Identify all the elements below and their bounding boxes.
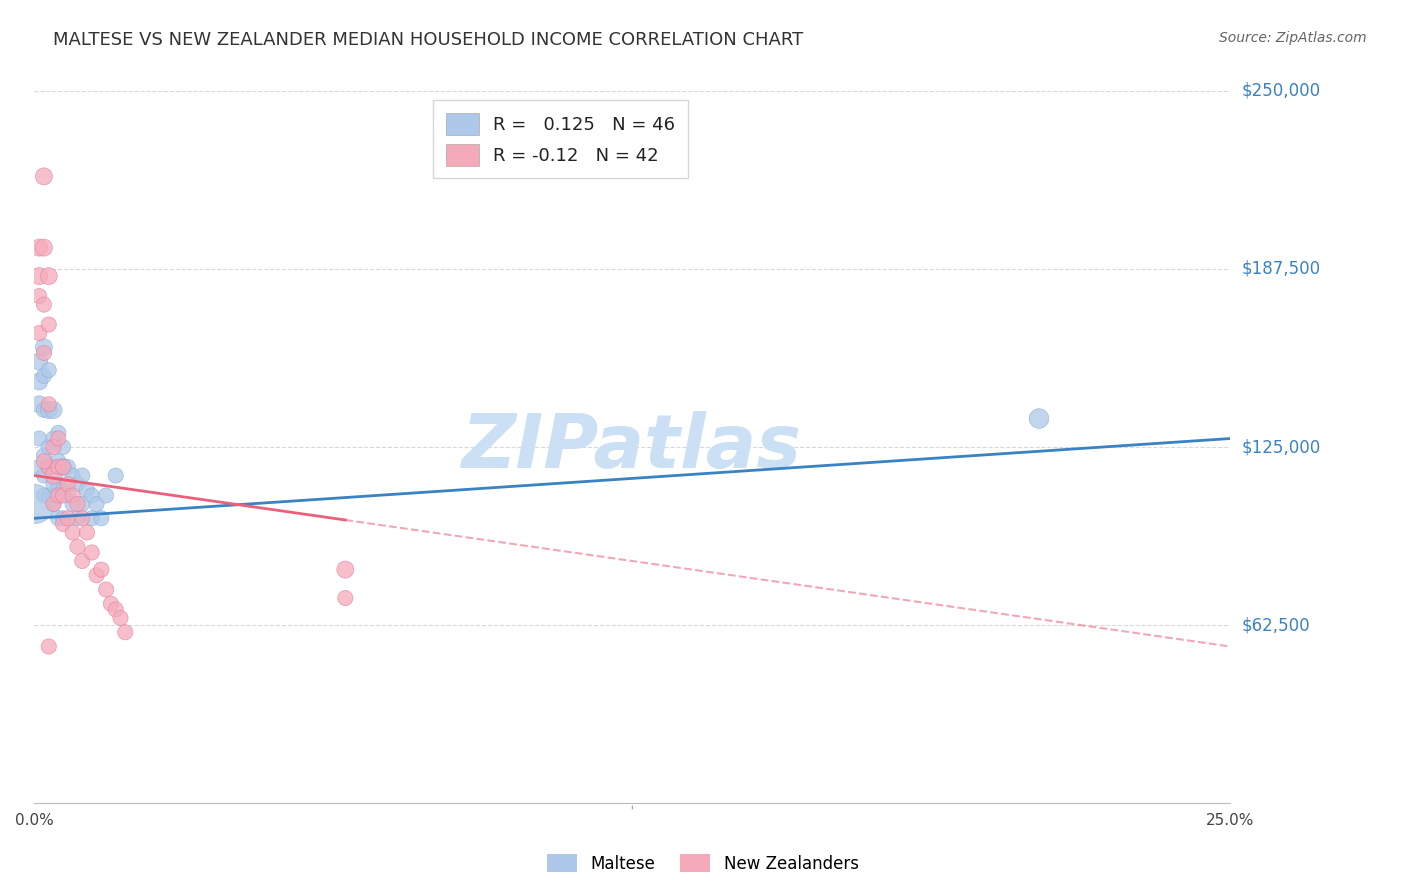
- Point: [28, 269, 51, 284]
- Point: [104, 602, 127, 616]
- Point: [38, 397, 60, 411]
- Point: [42, 460, 65, 475]
- Point: [38, 488, 60, 502]
- Point: [52, 488, 75, 502]
- Point: [28, 289, 51, 303]
- Point: [80, 488, 103, 502]
- Point: [56, 511, 79, 525]
- Point: [28, 375, 51, 389]
- Point: [70, 497, 93, 511]
- Point: [86, 497, 108, 511]
- Point: [38, 440, 60, 454]
- Point: [38, 318, 60, 332]
- Point: [62, 497, 84, 511]
- Point: [28, 354, 51, 368]
- Point: [46, 432, 69, 446]
- Point: [80, 545, 103, 559]
- Point: [80, 511, 103, 525]
- Point: [38, 403, 60, 417]
- Point: [46, 477, 69, 491]
- Point: [70, 468, 93, 483]
- Point: [335, 591, 357, 605]
- Point: [76, 525, 98, 540]
- Point: [52, 460, 75, 475]
- Point: [46, 454, 69, 468]
- Point: [86, 568, 108, 582]
- Point: [32, 449, 55, 463]
- Point: [32, 340, 55, 354]
- Point: [32, 297, 55, 311]
- Point: [32, 403, 55, 417]
- Point: [32, 454, 55, 468]
- Legend: R =   0.125   N = 46, R = -0.12   N = 42: R = 0.125 N = 46, R = -0.12 N = 42: [433, 100, 688, 178]
- Point: [22, 497, 45, 511]
- Text: $62,500: $62,500: [1241, 616, 1310, 634]
- Point: [104, 468, 127, 483]
- Point: [42, 477, 65, 491]
- Text: $187,500: $187,500: [1241, 260, 1320, 278]
- Point: [94, 488, 117, 502]
- Point: [42, 497, 65, 511]
- Text: Source: ZipAtlas.com: Source: ZipAtlas.com: [1219, 31, 1367, 45]
- Point: [32, 368, 55, 383]
- Point: [66, 477, 89, 491]
- Point: [110, 611, 132, 625]
- Point: [114, 625, 136, 640]
- Point: [46, 425, 69, 440]
- Point: [335, 563, 357, 577]
- Point: [28, 326, 51, 340]
- Point: [56, 460, 79, 475]
- Point: [66, 511, 89, 525]
- Point: [32, 169, 55, 184]
- Point: [28, 432, 51, 446]
- Point: [32, 346, 55, 360]
- Text: MALTESE VS NEW ZEALANDER MEDIAN HOUSEHOLD INCOME CORRELATION CHART: MALTESE VS NEW ZEALANDER MEDIAN HOUSEHOL…: [53, 31, 804, 49]
- Point: [94, 582, 117, 597]
- Point: [38, 640, 60, 654]
- Text: ZIPatlas: ZIPatlas: [463, 410, 803, 483]
- Legend: Maltese, New Zealanders: Maltese, New Zealanders: [540, 847, 866, 880]
- Point: [62, 468, 84, 483]
- Point: [76, 483, 98, 497]
- Point: [38, 460, 60, 475]
- Text: $250,000: $250,000: [1241, 82, 1320, 100]
- Point: [90, 511, 112, 525]
- Point: [56, 477, 79, 491]
- Point: [28, 397, 51, 411]
- Point: [52, 440, 75, 454]
- Point: [70, 511, 93, 525]
- Point: [32, 488, 55, 502]
- Point: [66, 540, 89, 554]
- Point: [52, 460, 75, 475]
- Point: [38, 363, 60, 377]
- Point: [62, 488, 84, 502]
- Point: [56, 488, 79, 502]
- Point: [28, 241, 51, 255]
- Point: [46, 460, 69, 475]
- Point: [46, 511, 69, 525]
- Point: [1028, 411, 1050, 425]
- Point: [32, 468, 55, 483]
- Point: [90, 563, 112, 577]
- Point: [70, 554, 93, 568]
- Point: [62, 525, 84, 540]
- Point: [42, 403, 65, 417]
- Point: [52, 511, 75, 525]
- Point: [42, 497, 65, 511]
- Point: [52, 516, 75, 531]
- Point: [32, 241, 55, 255]
- Point: [38, 460, 60, 475]
- Point: [100, 597, 122, 611]
- Point: [66, 497, 89, 511]
- Point: [42, 468, 65, 483]
- Point: [38, 269, 60, 284]
- Point: [28, 460, 51, 475]
- Point: [52, 483, 75, 497]
- Point: [42, 432, 65, 446]
- Point: [46, 488, 69, 502]
- Point: [42, 440, 65, 454]
- Text: $125,000: $125,000: [1241, 438, 1320, 456]
